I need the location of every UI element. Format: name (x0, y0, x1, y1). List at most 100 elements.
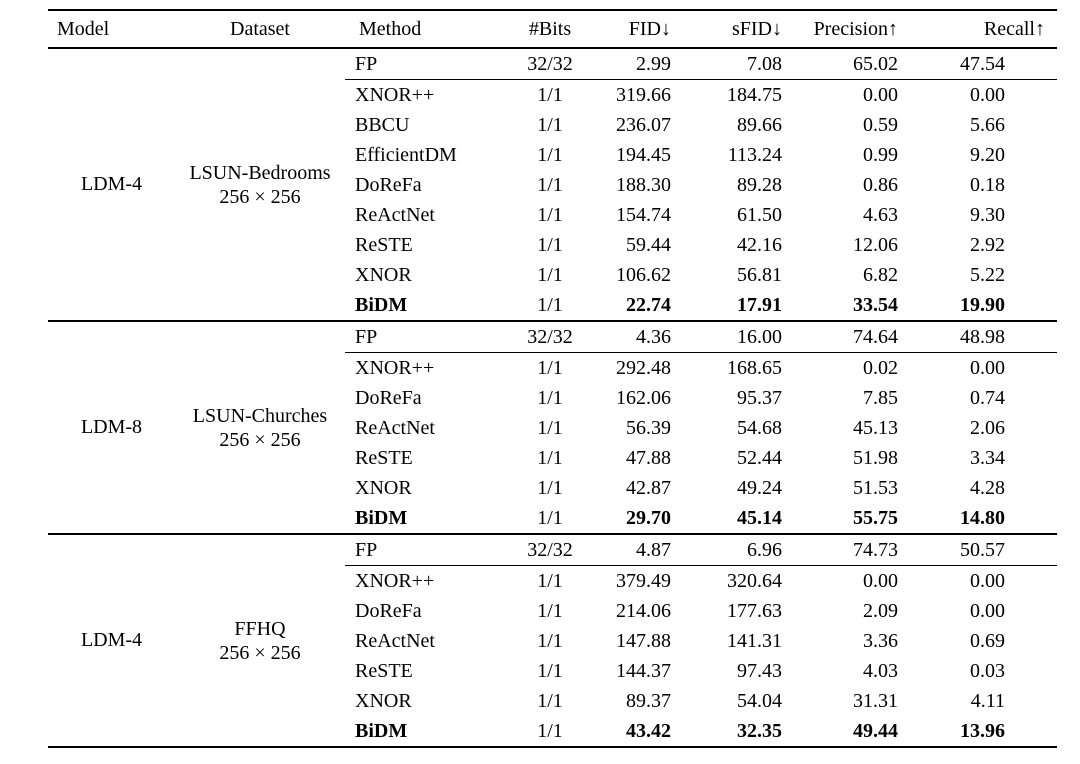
dataset-resolution: 256 × 256 (219, 428, 301, 451)
bits-cell: 32/32 (510, 48, 590, 80)
method-cell: DoReFa (355, 173, 422, 196)
recall-cell: 14.80 (960, 506, 1005, 529)
recall-cell: 4.11 (970, 689, 1005, 712)
sfid-cell: 52.44 (737, 446, 782, 469)
bits-cell: 1/1 (537, 659, 563, 682)
table-row: ReActNet 1/1 147.88 141.31 3.36 0.69 (48, 626, 1057, 656)
column-header-model: Model (57, 17, 110, 40)
bits-cell: 1/1 (537, 233, 563, 256)
bits-cell: 1/1 (537, 143, 563, 166)
model-cell: LDM-4 (80, 629, 143, 651)
fid-cell: 47.88 (626, 446, 671, 469)
dataset-resolution: 256 × 256 (219, 185, 301, 208)
table-row: XNOR++ 1/1 379.49 320.64 0.00 0.00 (48, 566, 1057, 597)
recall-cell: 3.34 (970, 446, 1005, 469)
sfid-cell: 54.04 (737, 689, 782, 712)
precision-cell: 7.85 (863, 386, 898, 409)
fid-cell: 106.62 (616, 263, 671, 286)
precision-cell: 4.63 (863, 203, 898, 226)
recall-cell: 4.28 (970, 476, 1005, 499)
table-row: XNOR++ 1/1 292.48 168.65 0.02 0.00 (48, 353, 1057, 384)
precision-cell: 6.82 (863, 263, 898, 286)
precision-cell: 74.64 (788, 321, 908, 353)
precision-cell: 12.06 (853, 233, 898, 256)
precision-cell: 55.75 (853, 506, 898, 529)
sfid-cell: 89.66 (737, 113, 782, 136)
bits-cell: 32/32 (510, 321, 590, 353)
dataset-name: LSUN-Churches (192, 404, 328, 427)
sfid-cell: 177.63 (727, 599, 782, 622)
table-row: BiDM 1/1 29.70 45.14 55.75 14.80 (48, 503, 1057, 534)
fid-cell: 292.48 (616, 356, 671, 379)
table-group: LDM-4 FFHQ 256 × 256 FP 32/32 4.87 6.96 74.73 50… (48, 534, 1057, 747)
fid-cell: 188.30 (616, 173, 671, 196)
precision-cell: 74.73 (788, 534, 908, 566)
bits-cell: 1/1 (537, 629, 563, 652)
precision-cell: 0.86 (863, 173, 898, 196)
method-cell: XNOR (355, 476, 412, 499)
fid-cell: 2.99 (590, 48, 675, 80)
fid-cell: 59.44 (626, 233, 671, 256)
bits-cell: 1/1 (537, 719, 563, 742)
fid-cell: 379.49 (616, 569, 671, 592)
sfid-cell: 16.00 (675, 321, 788, 353)
method-cell: ReActNet (355, 203, 435, 226)
method-cell: BiDM (355, 719, 408, 742)
table-group: LDM-4 LSUN-Bedrooms 256 × 256 FP 32/32 2.99 7.… (48, 48, 1057, 321)
table-row: LDM-4 FFHQ 256 × 256 FP 32/32 4.87 6.96 74.73 50… (48, 534, 1057, 664)
sfid-cell: 89.28 (737, 173, 782, 196)
recall-cell: 2.06 (970, 416, 1005, 439)
sfid-cell: 141.31 (727, 629, 782, 652)
sfid-cell: 54.68 (737, 416, 782, 439)
precision-cell: 0.02 (863, 356, 898, 379)
recall-cell: 13.96 (960, 719, 1005, 742)
table-row: DoReFa 1/1 188.30 89.28 0.86 0.18 (48, 170, 1057, 200)
table-row: LDM-4 LSUN-Bedrooms 256 × 256 FP 32/32 2.99 7.… (48, 48, 1057, 208)
fid-cell: 43.42 (626, 719, 671, 742)
sfid-cell: 320.64 (727, 569, 782, 592)
method-cell: ReActNet (355, 629, 435, 652)
recall-cell: 48.98 (908, 321, 1057, 353)
method-cell: BBCU (355, 113, 410, 136)
table-row: XNOR 1/1 89.37 54.04 31.31 4.11 (48, 686, 1057, 716)
precision-cell: 31.31 (853, 689, 898, 712)
sfid-cell: 97.43 (737, 659, 782, 682)
sfid-cell: 32.35 (737, 719, 782, 742)
sfid-cell: 49.24 (737, 476, 782, 499)
bits-cell: 32/32 (510, 534, 590, 566)
recall-cell: 0.00 (970, 569, 1005, 592)
dataset-name: FFHQ (234, 617, 286, 640)
table-row: XNOR 1/1 42.87 49.24 51.53 4.28 (48, 473, 1057, 503)
bits-cell: 1/1 (537, 689, 563, 712)
method-cell: ReSTE (355, 446, 413, 469)
recall-cell: 9.20 (970, 143, 1005, 166)
sfid-cell: 184.75 (727, 83, 782, 106)
table-row: BiDM 1/1 43.42 32.35 49.44 13.96 (48, 716, 1057, 747)
table-row: BBCU 1/1 236.07 89.66 0.59 5.66 (48, 110, 1057, 140)
dataset-cell: FFHQ 256 × 256 (175, 534, 345, 747)
precision-cell: 51.53 (853, 476, 898, 499)
fid-cell: 214.06 (616, 599, 671, 622)
precision-cell: 3.36 (863, 629, 898, 652)
model-cell: LDM-8 (80, 416, 143, 438)
column-header-bits: #Bits (528, 17, 572, 40)
header-row: Model Dataset Method #Bits FID↓ sFID↓ Pr… (48, 10, 1057, 48)
precision-cell: 65.02 (788, 48, 908, 80)
table-group: LDM-8 LSUN-Churches 256 × 256 FP 32/32 4.36 16… (48, 321, 1057, 534)
method-cell: ReActNet (355, 416, 435, 439)
sfid-cell: 56.81 (737, 263, 782, 286)
column-header-dataset: Dataset (230, 17, 290, 40)
bits-cell: 1/1 (537, 416, 563, 439)
column-header-method: Method (359, 17, 422, 40)
recall-cell: 9.30 (970, 203, 1005, 226)
method-cell: DoReFa (355, 386, 422, 409)
precision-cell: 33.54 (853, 293, 898, 316)
fid-cell: 162.06 (616, 386, 671, 409)
column-header-precision: Precision↑ (813, 17, 898, 40)
recall-cell: 0.69 (970, 629, 1005, 652)
fid-cell: 56.39 (626, 416, 671, 439)
table-row: DoReFa 1/1 162.06 95.37 7.85 0.74 (48, 383, 1057, 413)
sfid-cell: 17.91 (737, 293, 782, 316)
table-row: ReActNet 1/1 154.74 61.50 4.63 9.30 (48, 200, 1057, 230)
